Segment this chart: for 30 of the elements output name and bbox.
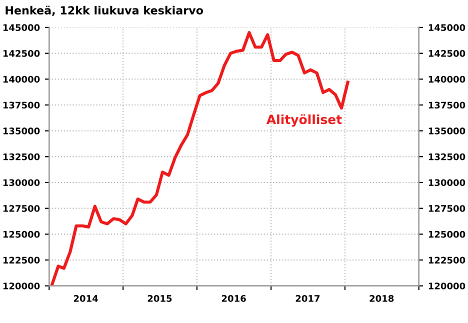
y2-tick-label: 145000 xyxy=(428,24,466,32)
y2-tick-label: 120000 xyxy=(428,282,466,290)
chart-title: Henkeä, 12kk liukuva keskiarvo xyxy=(6,6,204,16)
y2-tick-label: 125000 xyxy=(428,230,466,238)
line-series xyxy=(50,31,350,286)
y2-tick-label: 135000 xyxy=(428,128,466,134)
y-tick-label: 140000 xyxy=(3,76,40,83)
series-label: Alityölliset xyxy=(266,114,342,127)
y2-tick-label: 140000 xyxy=(428,76,466,83)
x-tick-label: 2018 xyxy=(370,295,394,302)
y2-tick-label: 132500 xyxy=(428,153,466,160)
y-tick-label: 122500 xyxy=(3,256,40,264)
y-tick-label: 137500 xyxy=(3,102,40,109)
x-tick-label: 2015 xyxy=(148,295,172,302)
y2-tick-label: 122500 xyxy=(428,256,466,264)
y-tick-label: 130000 xyxy=(3,179,40,186)
y-tick-label: 142500 xyxy=(3,50,40,57)
y2-tick-label: 142500 xyxy=(428,50,466,57)
x-tick-label: 2017 xyxy=(296,295,320,302)
y-tick-label: 135000 xyxy=(3,128,40,134)
y-tick-label: 120000 xyxy=(3,282,40,290)
y2-tick-label: 130000 xyxy=(428,179,466,186)
y-tick-label: 125000 xyxy=(3,230,40,238)
y-tick-label: 132500 xyxy=(3,153,40,160)
x-tick-label: 2016 xyxy=(222,295,246,302)
x-tick-label: 2014 xyxy=(74,295,98,302)
y2-tick-label: 127500 xyxy=(428,205,466,212)
y-tick-label: 145000 xyxy=(3,24,40,32)
y-tick-label: 127500 xyxy=(3,205,40,212)
y2-tick-label: 137500 xyxy=(428,102,466,109)
